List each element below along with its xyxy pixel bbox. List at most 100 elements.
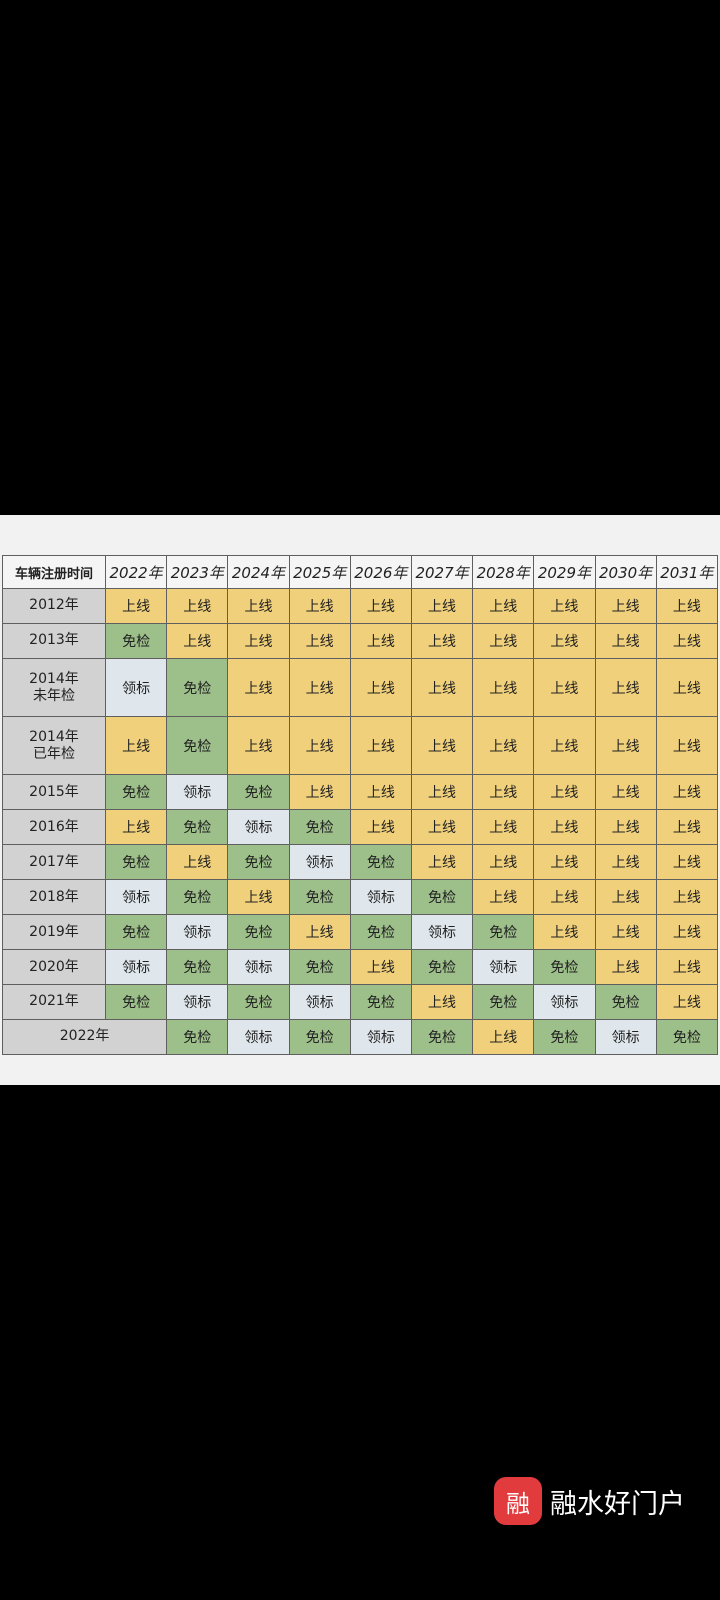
status-cell: 领标 [288,844,351,881]
status-cell: 上线 [472,716,535,776]
year-header: 2024年 [227,555,290,589]
table-body: 2012年 上线 上线 上线 上线 上线 上线 上线 上线 上线 上线 2013年 免检 上线 上线 上线 上线… [1,588,719,1056]
status-cell: 免检 [410,879,474,916]
status-cell: 上线 [655,844,719,881]
status-cell: 上线 [655,657,719,718]
status-cell: 上线 [104,809,168,846]
status-cell: 上线 [349,809,412,846]
watermark-text: 融水好门户 [550,1488,685,1520]
status-cell: 上线 [594,914,657,951]
status-cell: 免检 [166,949,229,985]
registration-year-text: 已年检 [33,745,75,762]
registration-year-label: 2013年 [2,622,106,659]
status-cell: 免检 [288,809,351,846]
status-cell: 上线 [472,844,535,881]
status-cell: 免检 [166,879,229,916]
status-cell: 免检 [227,914,290,951]
status-cell: 上线 [472,774,535,811]
registration-year-label: 2022年 [1,1018,168,1056]
status-cell: 免检 [472,914,535,951]
status-cell: 上线 [227,657,290,718]
year-header: 2028年 [472,555,535,589]
status-cell: 领标 [227,949,290,985]
registration-year-text: 2015年 [29,783,79,800]
status-cell: 上线 [533,716,596,776]
registration-year-text: 2018年 [29,888,79,905]
status-cell: 免检 [472,984,535,1020]
status-cell: 领标 [104,949,168,985]
table-row: 2016年 上线 免检 领标 免检 上线 上线 上线 上线 上线 上线 [2,809,719,846]
status-cell: 上线 [533,914,596,951]
status-cell: 上线 [410,622,474,659]
status-cell: 上线 [472,809,535,846]
registration-year-text: 未年检 [33,687,75,704]
registration-year-label: 2018年 [2,879,106,916]
registration-year-text: 2012年 [29,597,79,614]
status-cell: 免检 [533,949,596,985]
status-cell: 上线 [533,657,596,718]
status-cell: 上线 [349,716,412,776]
status-cell: 上线 [227,716,290,776]
status-cell: 上线 [288,914,351,951]
status-cell: 领标 [166,984,229,1020]
status-cell: 上线 [288,622,351,659]
status-cell: 免检 [288,949,351,985]
status-cell: 免检 [166,657,229,718]
registration-year-label: 2012年 [2,588,106,624]
status-cell: 上线 [655,622,719,659]
year-header: 2027年 [410,555,474,589]
status-cell: 上线 [472,622,535,659]
status-cell: 上线 [349,774,412,811]
status-cell: 领标 [533,984,596,1020]
status-cell: 上线 [410,844,474,881]
status-cell: 上线 [349,657,412,718]
status-cell: 免检 [227,774,290,811]
status-cell: 免检 [288,879,351,916]
registration-year-label: 2016年 [2,809,106,846]
header-row: 车辆注册时间 2022年 2023年 2024年 2025年 2026年 2027年 202… [2,555,719,589]
table-row: 2012年 上线 上线 上线 上线 上线 上线 上线 上线 上线 上线 [2,588,719,624]
status-cell: 免检 [410,1018,474,1056]
watermark: 融 融水好门户 [494,1476,685,1526]
registration-year-label: 2017年 [2,844,106,881]
table-row: 2019年 免检 领标 免检 上线 免检 领标 免检 上线 上线 上线 [2,914,719,951]
table-row: 2021年 免检 领标 免检 领标 免检 上线 免检 领标 免检 上线 [2,984,719,1020]
status-cell: 上线 [410,716,474,776]
status-cell: 上线 [655,949,719,985]
status-cell: 上线 [166,588,229,624]
status-cell: 上线 [594,844,657,881]
status-cell: 上线 [349,622,412,659]
status-cell: 上线 [166,622,229,659]
table-row: 2013年 免检 上线 上线 上线 上线 上线 上线 上线 上线 上线 [2,622,719,659]
table-row: 2017年 免检 上线 免检 领标 免检 上线 上线 上线 上线 上线 [2,844,719,881]
status-cell: 上线 [349,588,412,624]
status-cell: 上线 [288,774,351,811]
registration-year-text: 2020年 [29,958,79,975]
registration-year-label: 2014年 未年检 [2,657,106,718]
registration-year-text: 2017年 [29,853,79,870]
status-cell: 领标 [227,809,290,846]
status-cell: 免检 [410,949,474,985]
status-cell: 免检 [166,716,229,776]
status-cell: 上线 [655,984,719,1020]
table-row: 2014年 已年检 上线 免检 上线 上线 上线 上线 上线 上线 上线 上线 [2,716,719,776]
registration-year-label: 2015年 [2,774,106,811]
status-cell: 领标 [166,774,229,811]
table-row: 2018年 领标 免检 上线 免检 领标 免检 上线 上线 上线 上线 [2,879,719,916]
status-cell: 上线 [472,879,535,916]
year-header: 2030年 [594,555,657,589]
status-cell: 免检 [349,844,412,881]
status-cell: 上线 [655,879,719,916]
status-cell: 免检 [166,1018,229,1056]
inspection-schedule-table: 车辆注册时间 2022年 2023年 2024年 2025年 2026年 2027年 202… [1,555,719,1056]
year-header: 2023年 [166,555,229,589]
status-cell: 上线 [655,914,719,951]
corner-header: 车辆注册时间 [2,555,106,589]
status-cell: 上线 [594,622,657,659]
registration-year-label: 2014年 已年检 [2,716,106,776]
registration-year-label: 2021年 [2,984,106,1020]
status-cell: 领标 [410,914,474,951]
status-cell: 上线 [472,1018,535,1056]
table-row: 2014年 未年检 领标 免检 上线 上线 上线 上线 上线 上线 上线 上线 [2,657,719,718]
status-cell: 上线 [533,622,596,659]
